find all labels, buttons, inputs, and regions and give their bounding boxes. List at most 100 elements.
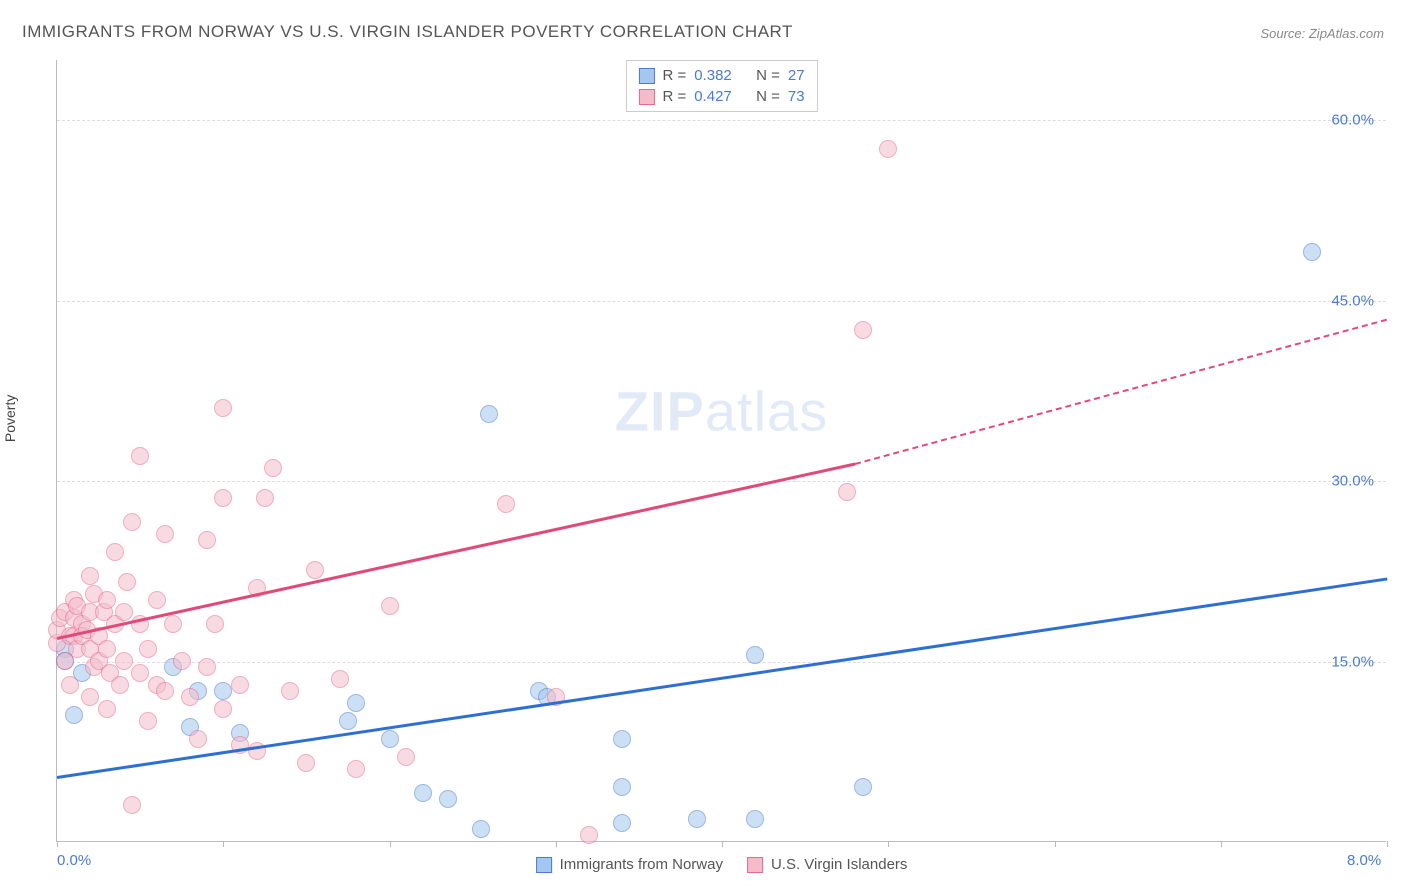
legend-swatch-icon (638, 68, 654, 84)
scatter-point (480, 405, 498, 423)
scatter-point (297, 754, 315, 772)
source-label: Source: ZipAtlas.com (1260, 26, 1384, 41)
y-tick-label: 45.0% (1331, 292, 1374, 309)
legend-swatch-icon (638, 89, 654, 105)
legend-series: Immigrants from Norway U.S. Virgin Islan… (536, 856, 908, 873)
scatter-point (123, 513, 141, 531)
scatter-point (746, 646, 764, 664)
scatter-point (156, 682, 174, 700)
x-tick (888, 841, 889, 847)
scatter-point (214, 682, 232, 700)
legend-swatch-icon (536, 857, 552, 873)
x-tick (1221, 841, 1222, 847)
scatter-point (98, 591, 116, 609)
scatter-point (688, 810, 706, 828)
legend-stats: R = 0.382 N = 27 R = 0.427 N = 73 (625, 60, 817, 112)
plot-area: ZIPatlas R = 0.382 N = 27 R = 0.427 N = … (56, 60, 1386, 842)
scatter-point (214, 399, 232, 417)
y-tick-label: 60.0% (1331, 112, 1374, 129)
scatter-point (347, 694, 365, 712)
scatter-point (148, 591, 166, 609)
watermark: ZIPatlas (615, 379, 828, 444)
trendline (855, 319, 1388, 465)
scatter-point (81, 567, 99, 585)
scatter-point (206, 615, 224, 633)
scatter-point (1303, 243, 1321, 261)
scatter-point (331, 670, 349, 688)
scatter-point (61, 676, 79, 694)
scatter-point (198, 531, 216, 549)
scatter-point (115, 652, 133, 670)
scatter-point (131, 447, 149, 465)
trendline (57, 577, 1387, 778)
scatter-point (173, 652, 191, 670)
scatter-point (472, 820, 490, 838)
gridline (57, 481, 1386, 482)
x-tick (1055, 841, 1056, 847)
scatter-point (339, 712, 357, 730)
gridline (57, 662, 1386, 663)
scatter-point (580, 826, 598, 844)
scatter-point (198, 658, 216, 676)
scatter-point (281, 682, 299, 700)
scatter-point (98, 700, 116, 718)
x-tick (556, 841, 557, 847)
legend-swatch-icon (747, 857, 763, 873)
scatter-point (139, 712, 157, 730)
scatter-point (139, 640, 157, 658)
x-tick (1387, 841, 1388, 847)
scatter-point (613, 778, 631, 796)
chart-container: IMMIGRANTS FROM NORWAY VS U.S. VIRGIN IS… (0, 0, 1406, 892)
scatter-point (854, 778, 872, 796)
y-axis-label: Poverty (2, 395, 18, 442)
scatter-point (111, 676, 129, 694)
scatter-point (854, 321, 872, 339)
scatter-point (231, 676, 249, 694)
chart-title: IMMIGRANTS FROM NORWAY VS U.S. VIRGIN IS… (22, 22, 793, 42)
scatter-point (879, 140, 897, 158)
scatter-point (381, 730, 399, 748)
scatter-point (746, 810, 764, 828)
x-tick-label: 0.0% (57, 852, 91, 869)
scatter-point (347, 760, 365, 778)
scatter-point (414, 784, 432, 802)
trendline (57, 463, 856, 640)
y-tick-label: 15.0% (1331, 653, 1374, 670)
x-tick (57, 841, 58, 847)
scatter-point (115, 603, 133, 621)
scatter-point (214, 700, 232, 718)
scatter-point (306, 561, 324, 579)
x-tick (722, 841, 723, 847)
legend-stats-row: R = 0.382 N = 27 (638, 65, 804, 86)
scatter-point (98, 640, 116, 658)
scatter-point (497, 495, 515, 513)
scatter-point (123, 796, 141, 814)
gridline (57, 301, 1386, 302)
scatter-point (264, 459, 282, 477)
scatter-point (613, 730, 631, 748)
scatter-point (156, 525, 174, 543)
scatter-point (214, 489, 232, 507)
scatter-point (189, 730, 207, 748)
scatter-point (256, 489, 274, 507)
scatter-point (131, 664, 149, 682)
scatter-point (397, 748, 415, 766)
legend-item: U.S. Virgin Islanders (747, 856, 907, 873)
scatter-point (838, 483, 856, 501)
gridline (57, 120, 1386, 121)
scatter-point (439, 790, 457, 808)
scatter-point (181, 688, 199, 706)
scatter-point (118, 573, 136, 591)
x-tick (223, 841, 224, 847)
x-tick (390, 841, 391, 847)
scatter-point (81, 688, 99, 706)
scatter-point (65, 706, 83, 724)
legend-stats-row: R = 0.427 N = 73 (638, 86, 804, 107)
scatter-point (613, 814, 631, 832)
y-tick-label: 30.0% (1331, 473, 1374, 490)
scatter-point (381, 597, 399, 615)
scatter-point (164, 615, 182, 633)
legend-item: Immigrants from Norway (536, 856, 723, 873)
scatter-point (106, 543, 124, 561)
x-tick-label: 8.0% (1347, 852, 1381, 869)
